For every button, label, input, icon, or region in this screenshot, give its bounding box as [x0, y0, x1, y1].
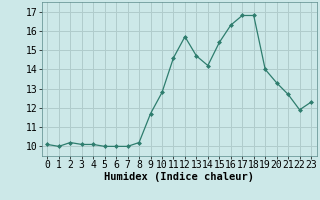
X-axis label: Humidex (Indice chaleur): Humidex (Indice chaleur)	[104, 172, 254, 182]
